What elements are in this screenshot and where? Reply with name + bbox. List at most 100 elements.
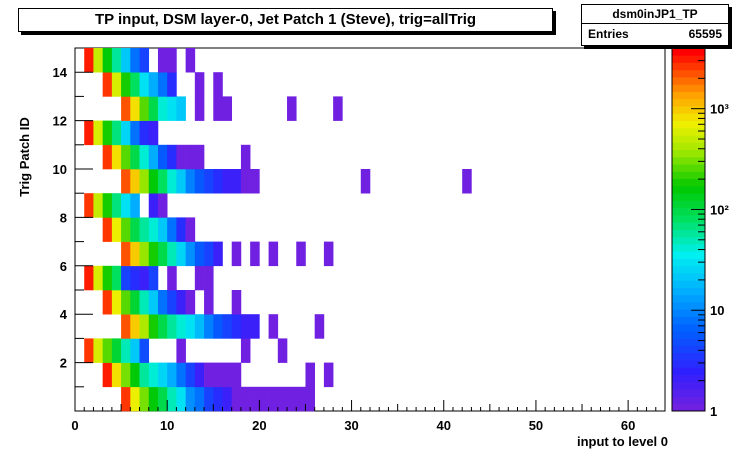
palette-bin: [672, 120, 705, 129]
palette-frame: [671, 47, 706, 412]
heatmap-cell: [148, 362, 159, 388]
x-tick-label: 40: [437, 418, 451, 433]
heatmap-cell: [102, 144, 113, 170]
heatmap-cell: [130, 144, 140, 170]
heatmap-cell: [194, 96, 205, 121]
heatmap-cell: [167, 265, 177, 291]
palette-bin: [672, 62, 705, 71]
heatmap-cell: [176, 144, 186, 170]
heatmap-cell: [139, 120, 150, 146]
heatmap-cell: [296, 241, 306, 267]
palette-bin: [672, 403, 705, 412]
heatmap-cell: [111, 362, 122, 388]
heatmap-cell: [130, 48, 140, 73]
heatmap-cell: [250, 241, 260, 267]
palette-bin: [672, 222, 705, 230]
heatmap-cell: [222, 362, 233, 388]
heatmap-cell: [250, 386, 260, 412]
heatmap-cell: [176, 362, 186, 388]
heatmap-cell: [130, 241, 140, 267]
heatmap-cell: [148, 265, 159, 291]
heatmap-cell: [148, 96, 159, 121]
heatmap-cell: [121, 169, 131, 194]
heatmap-cell: [176, 241, 186, 267]
palette-bin: [672, 381, 705, 390]
heatmap-cell: [130, 265, 140, 291]
palette-bin: [672, 69, 705, 78]
heatmap-cell: [139, 144, 150, 170]
heatmap-cell: [167, 362, 177, 388]
heatmap-cell: [121, 48, 131, 73]
heatmap-cell: [305, 386, 315, 412]
heatmap-cell: [102, 338, 113, 363]
stats-entries-label: Entries: [588, 27, 629, 41]
heatmap-cell: [130, 169, 140, 194]
heatmap-cell: [314, 314, 325, 339]
heatmap-cell: [167, 290, 177, 315]
heatmap-cell: [148, 290, 159, 315]
axes: 0 10 20 30 40 50 60 2 4 6 8 10 12 14: [53, 47, 666, 433]
heatmap-cell: [148, 386, 159, 412]
heatmap-cell: [130, 193, 140, 218]
heatmap-cell: [194, 72, 205, 97]
heatmap-cell: [111, 72, 122, 97]
heatmap-cell: [277, 338, 288, 363]
heatmap-cell: [111, 48, 122, 73]
palette-bin: [672, 229, 705, 238]
heatmap-cell: [102, 217, 113, 242]
heatmap-cell: [185, 362, 196, 388]
heatmap-cell: [121, 362, 131, 388]
palette-bin: [672, 200, 705, 209]
heatmap-cell: [176, 386, 186, 412]
palette-bin: [672, 171, 705, 180]
heatmap-cell: [185, 290, 196, 315]
palette-bin: [672, 84, 705, 92]
heatmap-cell: [268, 241, 279, 267]
palette-bin: [672, 164, 705, 172]
x-tick-label: 20: [252, 418, 266, 433]
x-axis-label: input to level 0: [577, 434, 668, 449]
heatmap-cell: [157, 362, 168, 388]
palette-bin: [672, 106, 705, 114]
heatmap-cell: [250, 314, 260, 339]
heatmap-cell: [167, 48, 177, 73]
heatmap-cell: [194, 265, 205, 291]
heatmap-cell: [167, 217, 177, 242]
heatmap-cell: [139, 169, 150, 194]
palette-bin: [672, 185, 705, 194]
heatmap-cell: [268, 386, 279, 412]
heatmap-cell: [240, 386, 251, 412]
heatmap-cell: [194, 362, 205, 388]
heatmap-cell: [130, 72, 140, 97]
palette-bin: [672, 287, 705, 296]
palette-bin: [672, 236, 705, 245]
x-tick-label: 50: [529, 418, 543, 433]
heatmap-cell: [157, 290, 168, 315]
heatmap-cell: [84, 338, 94, 363]
heatmap-cell: [130, 290, 140, 315]
palette-bin: [672, 142, 705, 151]
heatmap-cell: [121, 217, 131, 242]
y-tick-label: 8: [60, 210, 67, 225]
heatmap-cell: [148, 120, 159, 146]
heatmap-cell: [130, 120, 140, 146]
palette-bin: [672, 48, 705, 56]
heatmap-cell: [176, 290, 186, 315]
heatmap-cell: [185, 169, 196, 194]
heatmap-cell: [323, 241, 334, 267]
heatmap-cell: [139, 265, 150, 291]
chart-title: TP input, DSM layer-0, Jet Patch 1 (Stev…: [18, 8, 553, 32]
palette-bin: [672, 265, 705, 274]
heatmap-cell: [157, 96, 168, 121]
heatmap-cell: [176, 169, 186, 194]
heatmap-cell: [93, 48, 103, 73]
heatmap-cell: [84, 265, 94, 291]
heatmap-cell: [121, 96, 131, 121]
heatmap-cell: [121, 265, 131, 291]
heatmap-cell: [111, 217, 122, 242]
heatmap-cell: [222, 169, 233, 194]
palette-tick-label: 10³: [710, 102, 729, 117]
heatmap-cell: [167, 169, 177, 194]
heatmap-cell: [194, 314, 205, 339]
heatmap-cell: [296, 386, 306, 412]
